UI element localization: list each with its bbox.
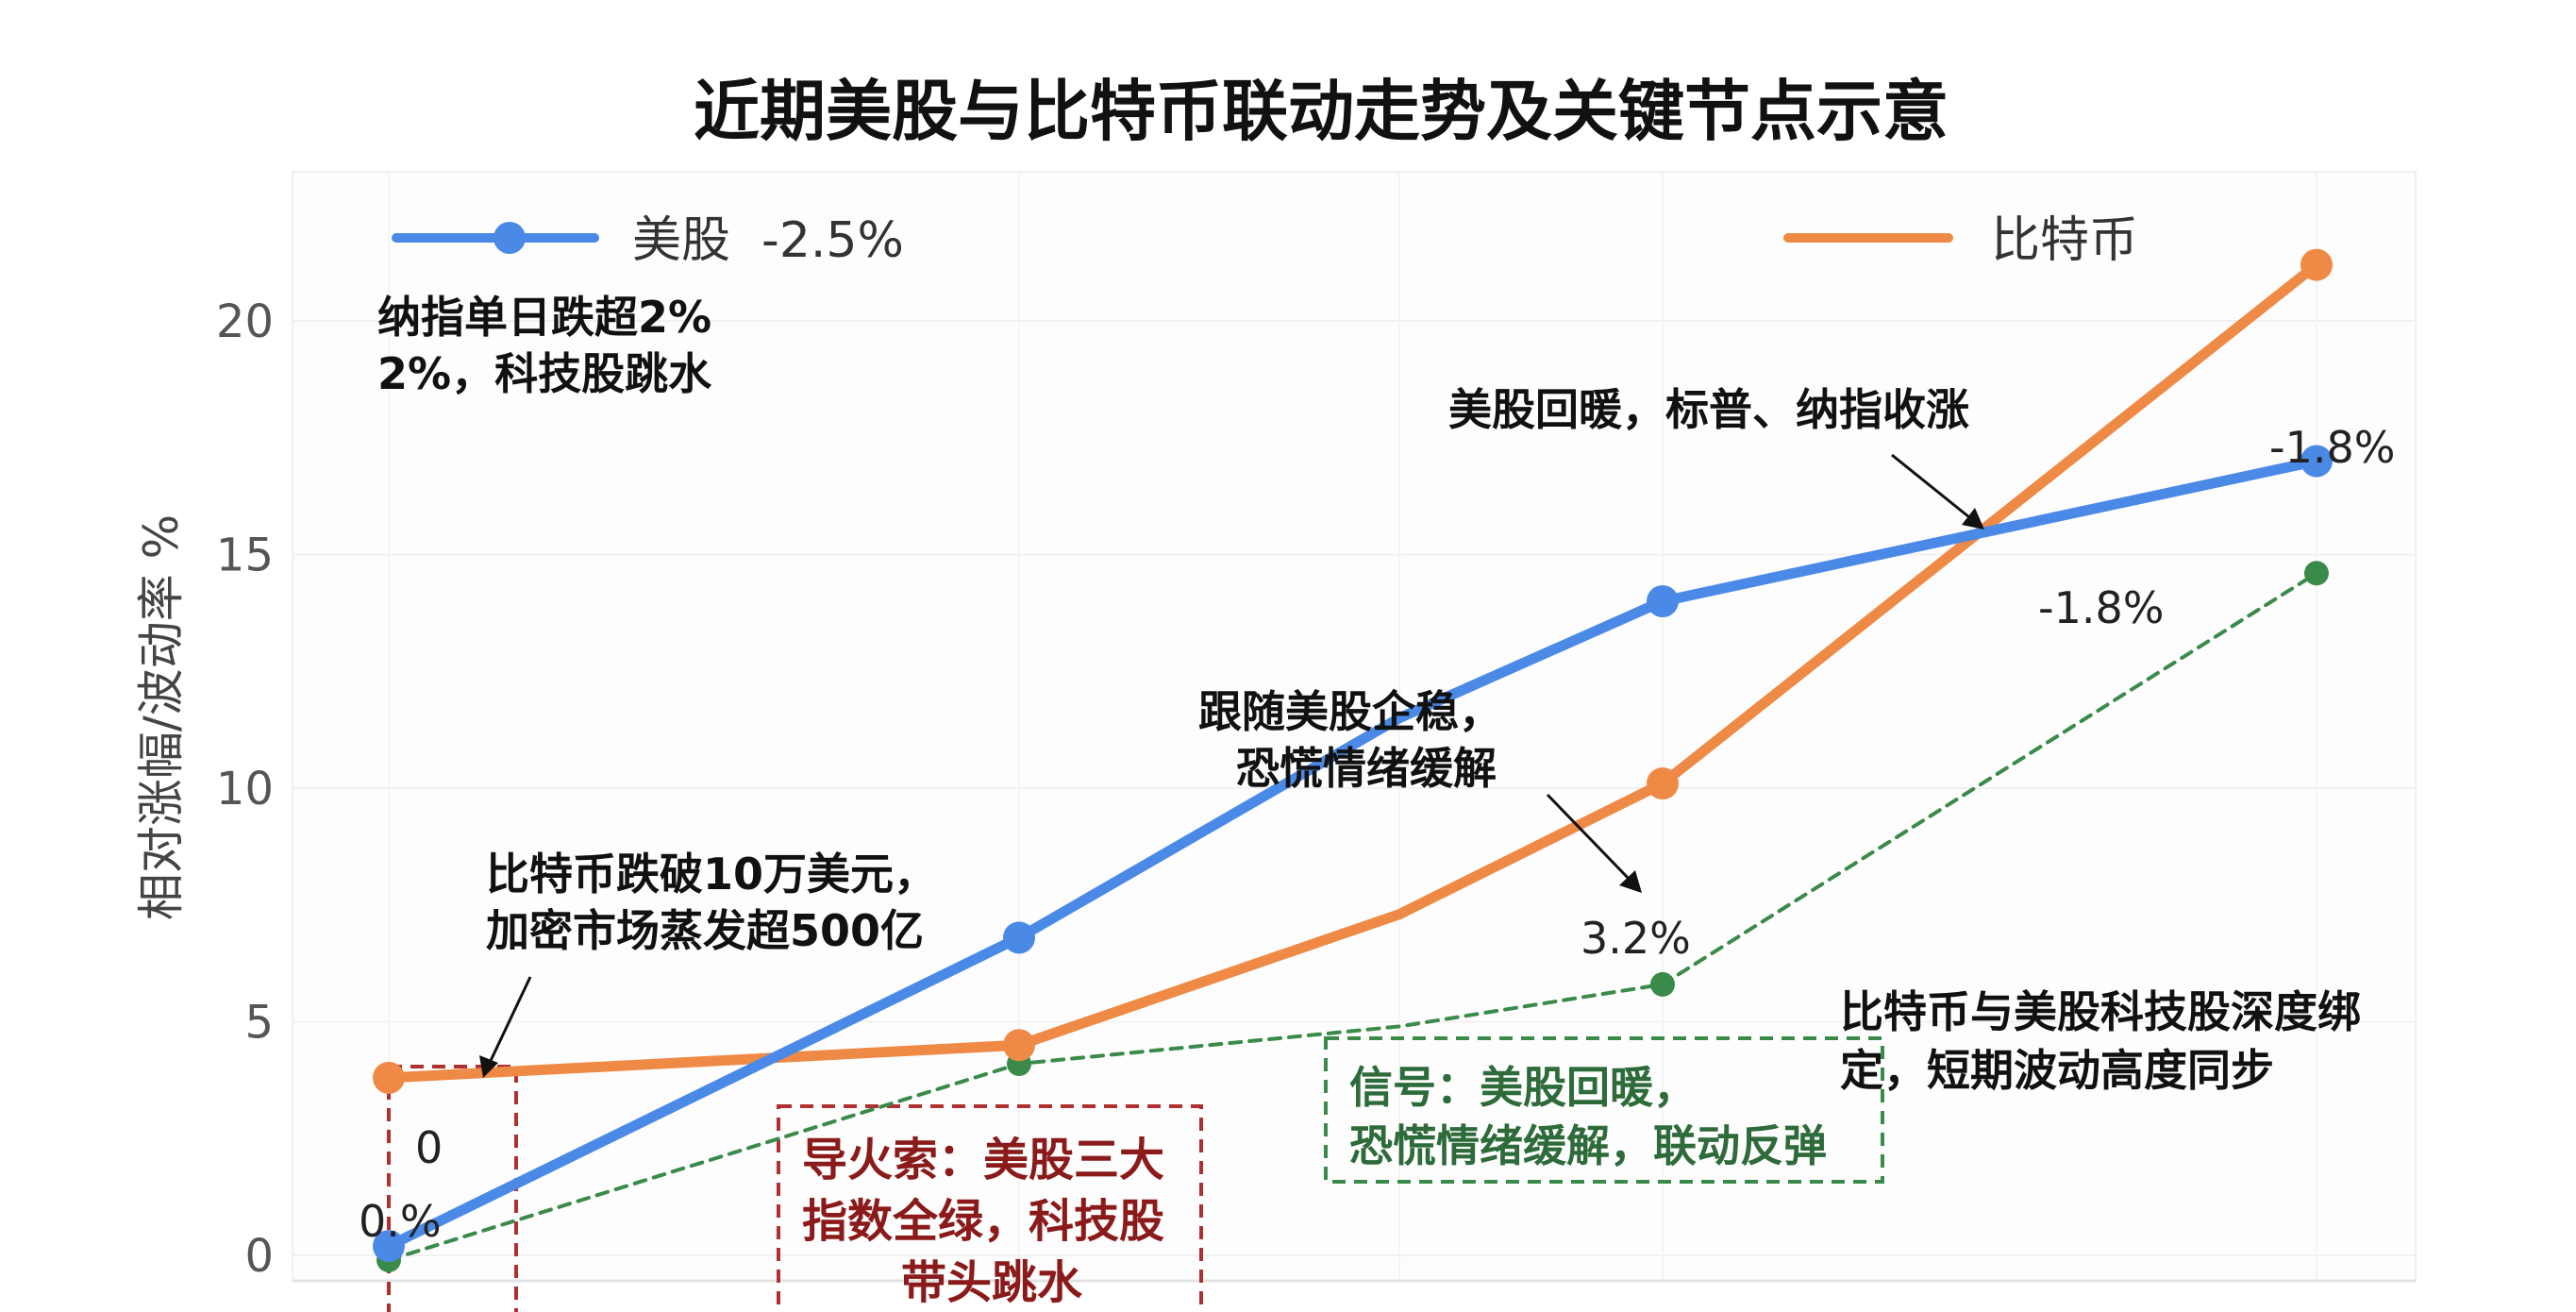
arrow-follow-stable-head (1619, 870, 1642, 893)
y-tick-label: 20 (216, 295, 274, 348)
annotation-btc-break-line2: 加密市场蒸发超500亿 (486, 905, 924, 956)
y-ticks: 0 5 10 15 20 (216, 295, 274, 1283)
point-bitcoin (1003, 1029, 1035, 1062)
annotation-nasdaq-drop-line2: 2%，科技股跳水 (377, 348, 712, 399)
arrow-us-recover (1891, 453, 1975, 523)
point-bitcoin (1647, 767, 1679, 800)
legend: 美股 -2.5% 比特币 (392, 212, 2138, 269)
annotation-signal-line2: 恐慌情绪缓解，联动反弹 (1349, 1120, 1827, 1171)
legend-label-us-stocks: 美股 -2.5% (632, 212, 904, 269)
arrow-follow-stable (1546, 793, 1634, 884)
annotation-follow-stable-line2: 恐慌情绪缓解 (1236, 743, 1497, 794)
annotation-btc-break-line1: 比特币跌破10万美元， (486, 849, 937, 900)
y-tick-label: 15 (216, 530, 274, 582)
legend-marker-us-stocks (493, 222, 526, 254)
annotation-us-recover: 美股回暖，标普、纳指收涨 (1448, 384, 1969, 435)
series-line-bitcoin (383, 260, 2322, 1084)
label-minus-1-8-percent-a: -1.8% (2269, 422, 2395, 473)
annotation-bind-line1: 比特币与美股科技股深度绑 (1840, 986, 2361, 1037)
annotation-trigger-line3: 带头跳水 (901, 1256, 1083, 1309)
legend-label-bitcoin: 比特币 (1991, 212, 2138, 269)
label-zero-percent: 0.% (359, 1196, 442, 1247)
point-signal-line (1650, 971, 1675, 997)
label-minus-1-8-percent-b: -1.8% (2038, 582, 2164, 633)
arrow-us-recover-head (1962, 508, 1984, 530)
plot-area (292, 171, 2417, 1283)
series-line-us-stocks (383, 456, 2322, 1252)
y-tick-label: 10 (216, 763, 274, 816)
trigger-box (777, 1104, 1203, 1312)
point-bitcoin (2300, 248, 2333, 281)
point-us-stocks (1003, 921, 1035, 954)
annotation-trigger-line1: 导火索：美股三大 (802, 1134, 1164, 1186)
plot-background (292, 171, 2417, 1282)
point-us-stocks (2300, 445, 2333, 478)
annotation-nasdaq-drop-line1: 纳指单日跌超2% (377, 292, 711, 343)
annotation-arrows (479, 453, 1984, 1078)
annotation-trigger-line2: 指数全绿，科技股 (802, 1195, 1164, 1248)
annotations: 纳指单日跌超2% 2%，科技股跳水 比特币跌破10万美元， 加密市场蒸发超500… (359, 292, 2395, 1309)
point-us-stocks (373, 1230, 405, 1263)
point-signal-line (2304, 561, 2329, 586)
y-tick-label: 0 (244, 1230, 274, 1283)
series-layer (373, 248, 2333, 1272)
annotation-bind-line2: 定，短期波动高度同步 (1840, 1045, 2274, 1096)
label-3-2-percent: 3.2% (1581, 913, 1691, 964)
y-axis-label: 相对涨幅/波动率 % (134, 514, 189, 920)
point-us-stocks (1647, 585, 1679, 617)
zero-region-box (387, 1065, 518, 1312)
series-line-signal-line (387, 571, 2318, 1262)
signal-box (1324, 1036, 1884, 1184)
chart-title: 近期美股与比特币联动走势及关键节点示意 (694, 73, 1949, 150)
arrow-btc-break-head (479, 1055, 498, 1078)
annotation-follow-stable-line1: 跟随美股企稳， (1198, 686, 1502, 737)
point-bitcoin (373, 1061, 405, 1094)
annotation-signal-line1: 信号：美股回暖， (1349, 1062, 1697, 1113)
label-zero: 0 (415, 1122, 443, 1173)
arrow-btc-break (487, 976, 532, 1066)
y-tick-label: 5 (244, 997, 274, 1050)
